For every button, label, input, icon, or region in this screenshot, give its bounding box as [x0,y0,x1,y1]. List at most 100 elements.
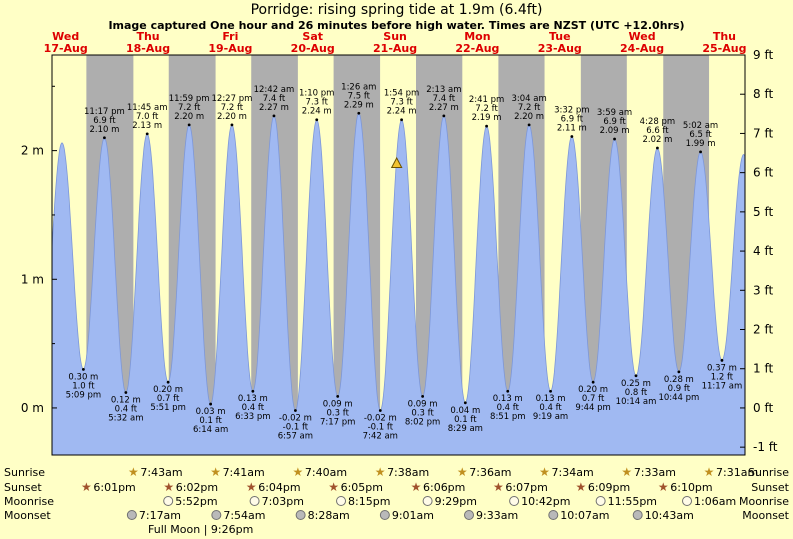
high-tide-m: 2.11 m [557,123,587,133]
high-tide-ft: 6.9 ft [561,114,584,124]
sunrise-time: 7:34am [552,466,594,479]
high-tide-time: 11:59 pm [169,94,210,104]
low-tide-m: 0.13 m [536,394,566,404]
high-tide-ft: 7.2 ft [518,103,541,113]
low-tide-ft: 0.8 ft [625,388,648,398]
high-tide-dot [442,114,446,118]
day-date: 18-Aug [126,42,170,55]
sunset-time: 6:06pm [423,481,465,494]
low-tide-dot [421,394,425,398]
high-tide-dot [400,118,403,122]
high-tide-m: 2.20 m [174,112,204,122]
moonset-icon [379,510,390,520]
moonrise-icon [336,496,347,506]
high-tide-ft: 7.3 ft [390,98,413,108]
sunrise-time: 7:38am [387,466,429,479]
moonrise-icon [509,496,520,506]
high-tide-ft: 7.4 ft [433,94,456,104]
chart-title: Porridge: rising spring tide at 1.9m (6.… [250,2,543,18]
sunset-icon: ★ [658,480,669,494]
low-tide-dot [720,358,724,362]
day-date: 19-Aug [208,42,252,55]
ft-axis-label: 2 ft [753,323,773,337]
sunrise-time: 7:33am [634,466,676,479]
sunrise-icon: ★ [375,465,386,479]
high-tide-time: 5:02 am [683,121,718,131]
chart-subtitle: Image captured One hour and 26 minutes b… [108,19,685,32]
day-date: 20-Aug [291,42,335,55]
low-tide-time: 7:17 pm [320,417,355,427]
moonset-icon [632,510,643,520]
low-tide-dot [124,391,128,394]
sunset-time: 6:01pm [93,481,135,494]
low-tide-ft: 0.1 ft [454,415,477,425]
low-tide-dot [506,389,510,393]
moonset-time: 7:54am [223,509,265,522]
moonset-time: 10:07am [560,509,609,522]
low-tide-ft: 0.4 ft [115,405,138,415]
low-tide-ft: 0.7 ft [157,394,180,404]
sunset-icon: ★ [328,480,339,494]
day-name: Sat [302,30,323,43]
day-name: Tue [549,30,571,43]
moonset-time: 9:01am [392,509,434,522]
low-tide-ft: 0.4 ft [242,403,265,413]
m-axis-label: 0 m [21,401,44,415]
m-axis-label: 2 m [21,144,44,158]
ft-axis-label: 1 ft [753,362,773,376]
moonset-time: 9:33am [476,509,518,522]
low-tide-time: 5:32 am [108,414,143,424]
low-tide-dot [549,389,552,393]
high-tide-m: 2.10 m [89,125,119,135]
low-tide-time: 5:51 pm [150,403,185,413]
moonset-time: 7:17am [139,509,181,522]
high-tide-ft: 7.2 ft [178,103,201,113]
low-tide-ft: 0.9 ft [668,384,691,394]
low-tide-time: 11:17 am [702,381,743,391]
ft-axis-label: 8 ft [753,87,773,101]
low-tide-m: -0.02 m [279,414,312,424]
moonrise-icon [682,496,693,506]
m-axis-label: 1 m [21,272,44,286]
low-tide-m: 0.09 m [408,399,438,409]
day-name: Sun [383,30,407,43]
low-tide-ft: 0.7 ft [582,394,605,404]
day-name: Wed [629,30,656,43]
moonset-icon [211,510,222,520]
day-name: Thu [713,30,736,43]
sunset-time: 6:05pm [341,481,383,494]
high-tide-ft: 6.5 ft [689,130,712,140]
sunrise-icon: ★ [128,465,139,479]
day-name: Wed [52,30,79,43]
high-tide-ft: 7.0 ft [136,112,159,122]
moonrise-time: 9:29pm [435,495,477,508]
low-tide-m: 0.30 m [68,372,98,382]
sunset-time: 6:07pm [505,481,547,494]
high-tide-m: 2.24 m [387,107,417,117]
high-tide-dot [315,118,319,122]
sunset-time: 6:04pm [258,481,300,494]
moonrise-icon [595,496,606,506]
moonrise-time: 7:03pm [262,495,304,508]
low-tide-dot [463,401,467,405]
high-tide-m: 2.09 m [600,126,630,136]
moonrise-row-label-left: Moonrise [4,495,54,508]
low-tide-m: 0.03 m [196,407,226,417]
high-tide-ft: 7.2 ft [221,103,244,113]
moonset-icon [548,510,559,520]
now-marker-triangle [390,156,403,168]
moonrise-time: 10:42pm [521,495,570,508]
low-tide-ft: 1.2 ft [711,372,734,382]
low-tide-time: 7:42 am [363,432,398,442]
sunrise-time: 7:43am [140,466,182,479]
moonrise-icon [163,496,174,506]
sunset-time: 6:09pm [588,481,630,494]
low-tide-dot [378,409,382,412]
high-tide-dot [357,111,361,115]
day-date: 22-Aug [455,42,499,55]
low-tide-ft: -0.1 ft [283,423,309,433]
high-tide-time: 3:32 pm [554,105,589,115]
high-tide-time: 11:17 pm [84,107,125,117]
high-tide-time: 12:27 pm [212,94,253,104]
